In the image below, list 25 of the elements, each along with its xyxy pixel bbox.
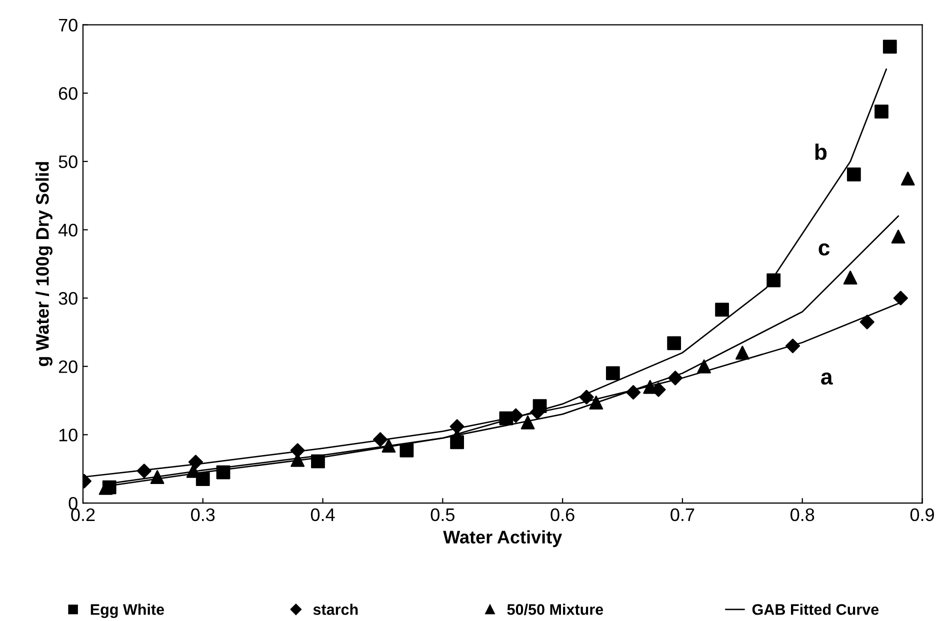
x-axis-title: Water Activity (443, 530, 562, 548)
legend-label: GAB Fitted Curve (752, 604, 879, 615)
x-tick-label: 0.8 (790, 508, 814, 522)
x-tick-label: 0.4 (310, 508, 335, 522)
y-tick-label: 70 (58, 18, 78, 32)
y-tick-label: 30 (58, 292, 78, 305)
annotation: a (821, 372, 833, 385)
x-tick-label: 0.9 (910, 508, 934, 522)
y-tick-label: 60 (58, 87, 78, 100)
legend-label: Egg White (90, 604, 164, 618)
annotation: c (818, 243, 830, 256)
x-tick-label: 0.5 (430, 508, 454, 522)
y-axis-title: g Water / 100g Dry Solid (36, 162, 52, 366)
x-tick-label: 0.3 (191, 508, 215, 522)
x-tick-label: 0.2 (71, 508, 95, 522)
legend-label: starch (313, 604, 358, 615)
x-tick-label: 0.7 (670, 508, 694, 522)
annotation: b (815, 144, 827, 160)
y-tick-label: 10 (59, 428, 78, 442)
y-tick-label: 20 (58, 360, 78, 374)
y-tick-label: 0 (68, 496, 78, 510)
y-tick-label: 40 (58, 224, 78, 236)
legend-label: 50/50 Mixture (507, 604, 604, 616)
x-tick-label: 0.6 (550, 508, 574, 522)
y-tick-label: 50 (58, 155, 78, 168)
